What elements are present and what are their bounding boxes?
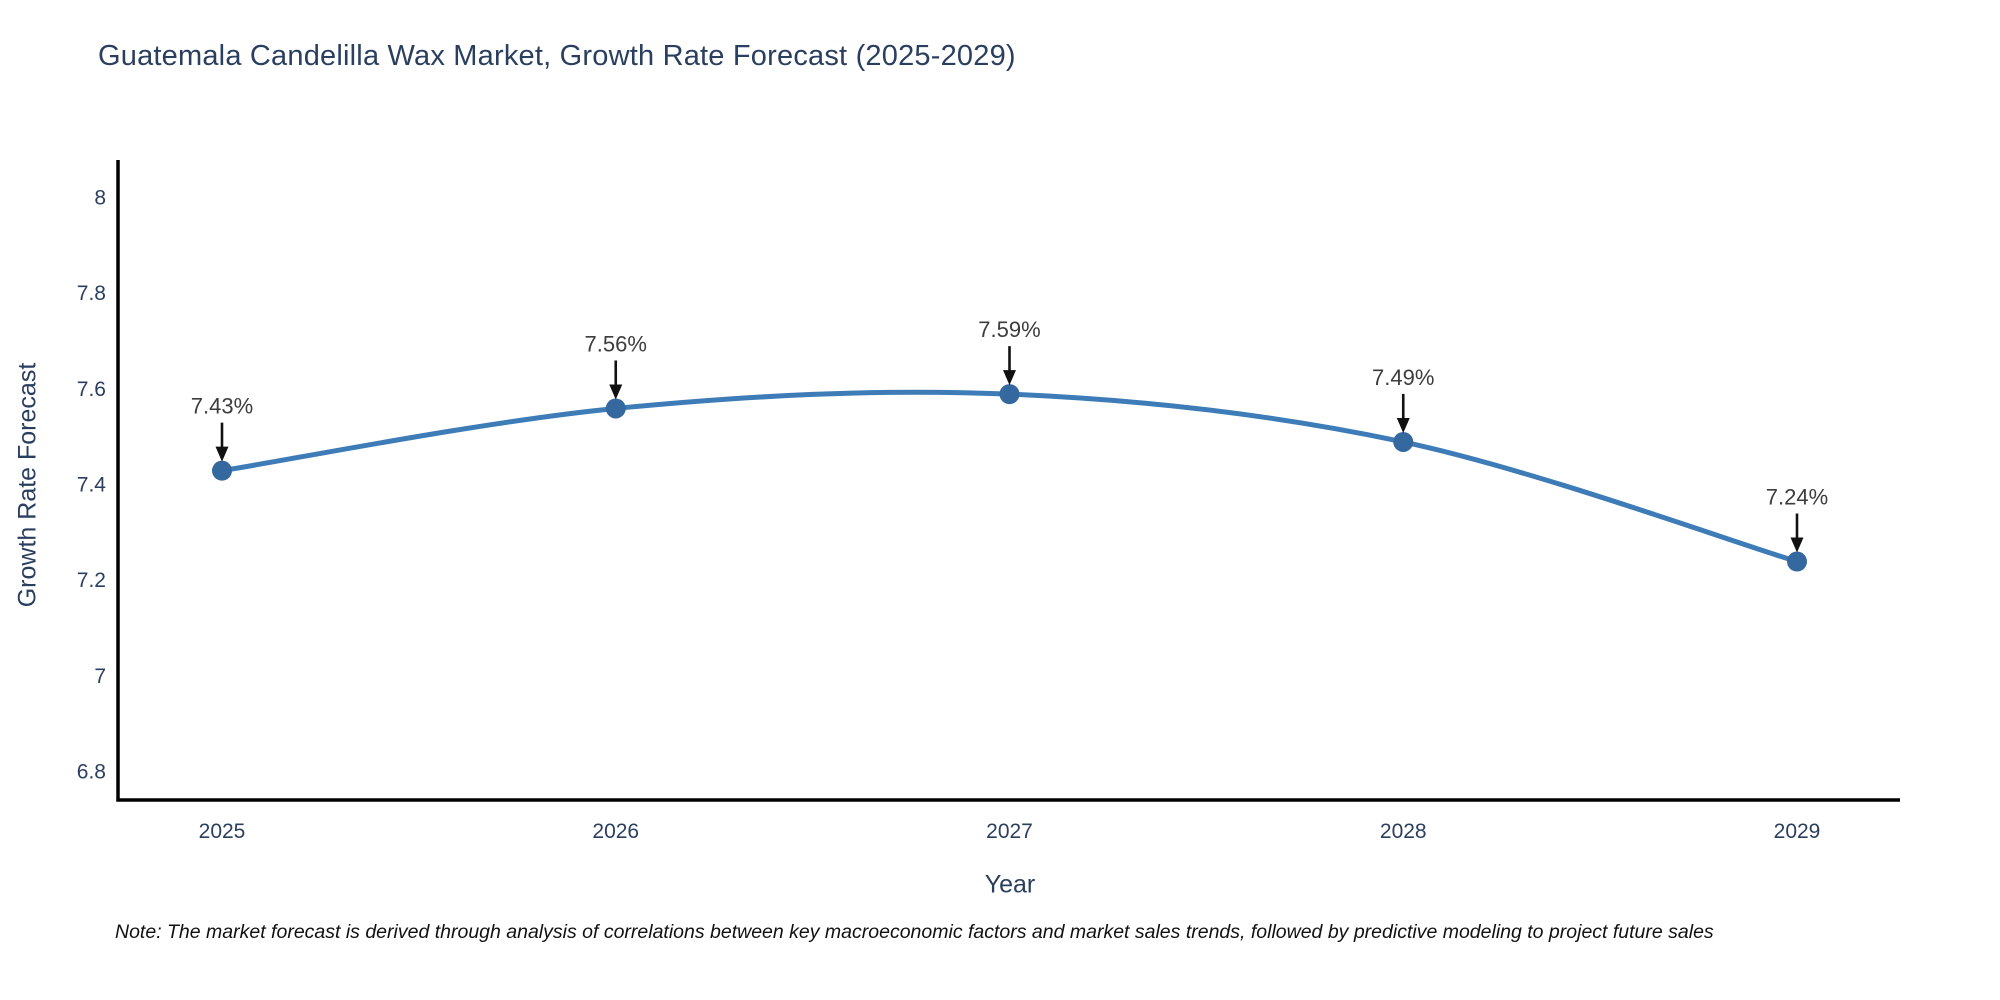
footnote: Note: The market forecast is derived thr… (115, 921, 1714, 943)
axis-lines (116, 160, 1900, 802)
annotation-arrow-head (1396, 417, 1410, 433)
data-point (1787, 551, 1807, 572)
x-axis-title: Year (984, 870, 1036, 899)
x-tick-label: 2025 (199, 820, 246, 843)
y-tick-label: 6.8 (77, 761, 106, 784)
data-point-label: 7.56% (585, 331, 647, 356)
annotation-arrow-head (215, 446, 229, 462)
y-tick-label: 7.6 (77, 378, 106, 401)
x-tick-label: 2028 (1380, 820, 1427, 843)
data-point-label: 7.24% (1766, 485, 1828, 510)
data-point (999, 384, 1020, 405)
annotation-arrow-head (609, 384, 623, 400)
y-tick-label: 7.8 (77, 282, 106, 305)
data-point-label: 7.43% (191, 394, 253, 419)
data-point (212, 460, 232, 481)
x-tick-label: 2026 (592, 820, 639, 843)
data-point-label: 7.59% (978, 317, 1040, 342)
chart-title: Guatemala Candelilla Wax Market, Growth … (98, 40, 1016, 72)
x-tick-label: 2027 (986, 820, 1033, 843)
data-point (1393, 431, 1414, 452)
data-point-label: 7.49% (1372, 365, 1434, 390)
trend-line (219, 389, 1800, 565)
y-axis-title: Growth Rate Forecast (13, 362, 42, 608)
y-tick-label: 7.2 (77, 569, 106, 592)
data-point (605, 398, 626, 419)
y-tick-label: 8 (94, 187, 106, 210)
annotation-arrow-head (1790, 537, 1804, 553)
y-tick-label: 7 (94, 665, 106, 688)
x-tick-label: 2029 (1774, 820, 1821, 843)
annotation-arrow-head (1003, 370, 1016, 386)
y-tick-label: 7.4 (77, 474, 107, 497)
